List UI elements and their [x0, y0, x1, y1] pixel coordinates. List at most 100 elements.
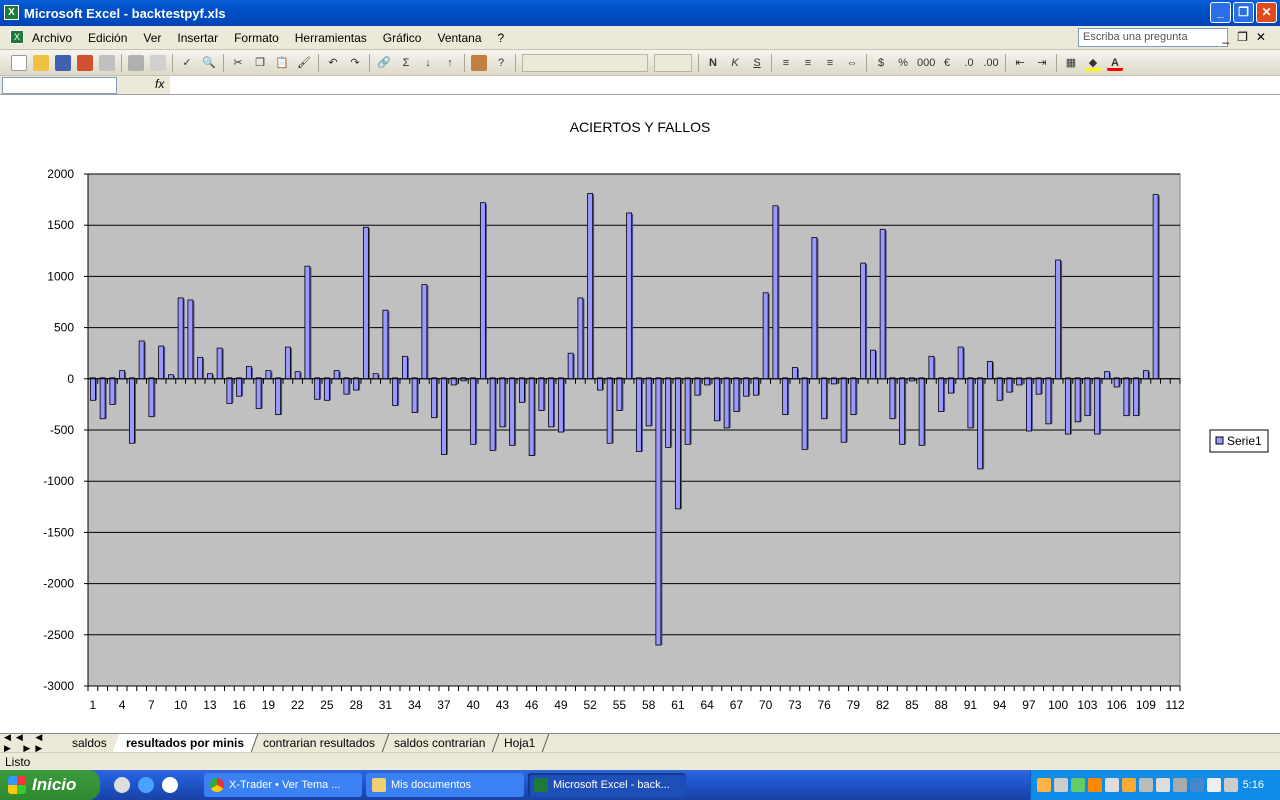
- hyperlink-icon[interactable]: 🔗: [377, 56, 391, 69]
- email-icon[interactable]: [99, 54, 115, 71]
- internet-explorer-icon[interactable]: [138, 777, 154, 793]
- workbook-icon[interactable]: X: [10, 30, 24, 44]
- media-player-icon[interactable]: [162, 777, 178, 793]
- sheet-tab-hoja1[interactable]: Hoja1: [490, 734, 550, 752]
- decrease-indent-icon[interactable]: ⇤: [1015, 56, 1025, 69]
- tray-icon[interactable]: [1190, 778, 1204, 792]
- decrease-decimal-icon[interactable]: .00: [983, 56, 999, 69]
- formula-input[interactable]: [170, 76, 1280, 94]
- tray-icon[interactable]: [1224, 778, 1238, 792]
- format-painter-icon[interactable]: 🖌: [297, 56, 311, 69]
- chart[interactable]: ACIERTOS Y FALLOS 2000 1500 1000 500 0 -500 -1…: [0, 95, 1280, 733]
- print-preview-icon[interactable]: [150, 54, 166, 71]
- fx-icon[interactable]: fx: [155, 77, 165, 91]
- spelling-icon[interactable]: ✓: [182, 56, 192, 69]
- bar: [918, 377, 925, 446]
- restore-button[interactable]: ❐: [1233, 2, 1254, 23]
- tray-icon[interactable]: [1054, 778, 1068, 792]
- menu-help[interactable]: ?: [497, 30, 505, 45]
- autosum-icon[interactable]: Σ: [402, 56, 410, 69]
- name-box[interactable]: [2, 77, 117, 94]
- research-icon[interactable]: 🔍: [202, 56, 216, 69]
- help-icon[interactable]: ?: [497, 56, 505, 69]
- underline-icon[interactable]: S: [753, 56, 761, 69]
- minimize-button[interactable]: _: [1210, 2, 1231, 23]
- task-excel[interactable]: Microsoft Excel - back...: [528, 773, 686, 797]
- chart-sheet[interactable]: ACIERTOS Y FALLOS 2000 1500 1000 500 0 -500 -1…: [0, 95, 1280, 733]
- document-window-controls[interactable]: _❐✕: [1222, 30, 1274, 44]
- save-icon[interactable]: [55, 54, 71, 71]
- font-color-icon[interactable]: A: [1107, 55, 1123, 71]
- currency-icon[interactable]: $: [877, 56, 885, 69]
- menu-edicion[interactable]: Edición: [88, 30, 128, 45]
- open-icon[interactable]: [33, 54, 49, 71]
- x-tick-label: 94: [993, 698, 1007, 712]
- euro-icon[interactable]: €: [943, 56, 951, 69]
- print-icon[interactable]: [128, 54, 144, 71]
- paste-icon[interactable]: 📋: [275, 56, 289, 69]
- fill-color-icon[interactable]: ◆: [1085, 55, 1101, 71]
- increase-decimal-icon[interactable]: .0: [964, 56, 974, 69]
- menu-herramientas[interactable]: Herramientas: [294, 30, 367, 45]
- tray-icon[interactable]: [1037, 778, 1051, 792]
- tray-icon[interactable]: [1173, 778, 1187, 792]
- menu-ventana[interactable]: Ventana: [437, 30, 482, 45]
- align-center-icon[interactable]: ≡: [804, 56, 812, 69]
- task-mis-documentos[interactable]: Mis documentos: [366, 773, 524, 797]
- legend[interactable]: Serie1: [1209, 429, 1269, 453]
- font-size-select[interactable]: [654, 53, 692, 72]
- bar: [557, 377, 564, 433]
- volume-icon[interactable]: [1105, 778, 1119, 792]
- menu-formato[interactable]: Formato: [234, 30, 279, 45]
- bar: [548, 377, 555, 428]
- sheet-tab-contrarian-resultados[interactable]: contrarian resultados: [249, 734, 390, 752]
- merge-center-icon[interactable]: ⇔: [846, 56, 858, 69]
- sheet-tab-resultados-por-minis[interactable]: resultados por minis: [112, 734, 258, 752]
- sheet-tab-navigation[interactable]: ◀◀ ◀ ▶ ▶▶: [4, 732, 48, 753]
- network-icon[interactable]: [1139, 778, 1153, 792]
- italic-icon[interactable]: K: [731, 56, 739, 69]
- thousands-icon[interactable]: 000: [917, 56, 936, 69]
- permission-icon[interactable]: [77, 54, 93, 71]
- tray-icon[interactable]: [1156, 778, 1170, 792]
- sort-descending-icon[interactable]: ↑: [447, 56, 453, 69]
- tray-icon[interactable]: [1071, 778, 1085, 792]
- start-button[interactable]: Inicio: [0, 770, 100, 800]
- tray-icon[interactable]: [1207, 778, 1221, 792]
- bar: [655, 377, 662, 646]
- x-tick-label: 55: [613, 698, 627, 712]
- menu-insertar[interactable]: Insertar: [177, 30, 219, 45]
- menu-ver[interactable]: Ver: [143, 30, 162, 45]
- tray-icon[interactable]: [1122, 778, 1136, 792]
- desktop-icon[interactable]: [114, 777, 130, 793]
- chart-wizard-icon[interactable]: [471, 54, 487, 71]
- y-tick-label: 1500: [47, 218, 74, 232]
- percent-icon[interactable]: %: [898, 56, 908, 69]
- help-search-input[interactable]: Escriba una pregunta: [1078, 28, 1228, 47]
- sort-ascending-icon[interactable]: ↓: [425, 56, 431, 69]
- cut-icon[interactable]: ✂: [233, 56, 243, 69]
- tray-icon[interactable]: [1088, 778, 1102, 792]
- menu-grafico[interactable]: Gráfico: [382, 30, 422, 45]
- font-name-select[interactable]: [522, 53, 648, 72]
- borders-icon[interactable]: ▦: [1065, 56, 1077, 69]
- sheet-tab-saldos-contrarian[interactable]: saldos contrarian: [380, 734, 500, 752]
- increase-indent-icon[interactable]: ⇥: [1037, 56, 1047, 69]
- bold-icon[interactable]: N: [709, 56, 717, 69]
- sheet-tab-saldos[interactable]: saldos: [58, 734, 121, 752]
- task-xtrader[interactable]: X-Trader • Ver Tema ...: [204, 773, 362, 797]
- bar: [333, 370, 340, 380]
- redo-icon[interactable]: ↷: [350, 56, 360, 69]
- bar: [587, 193, 594, 380]
- undo-icon[interactable]: ↶: [328, 56, 338, 69]
- close-button[interactable]: ✕: [1256, 2, 1277, 23]
- copy-icon[interactable]: ❐: [255, 56, 265, 69]
- align-left-icon[interactable]: ≡: [782, 56, 790, 69]
- legend-label: Serie1: [1227, 434, 1262, 448]
- menu-archivo[interactable]: Archivo: [32, 30, 73, 45]
- align-right-icon[interactable]: ≡: [826, 56, 834, 69]
- bar: [353, 377, 360, 391]
- bar: [343, 377, 350, 395]
- new-icon[interactable]: [11, 54, 27, 71]
- bar: [128, 377, 135, 444]
